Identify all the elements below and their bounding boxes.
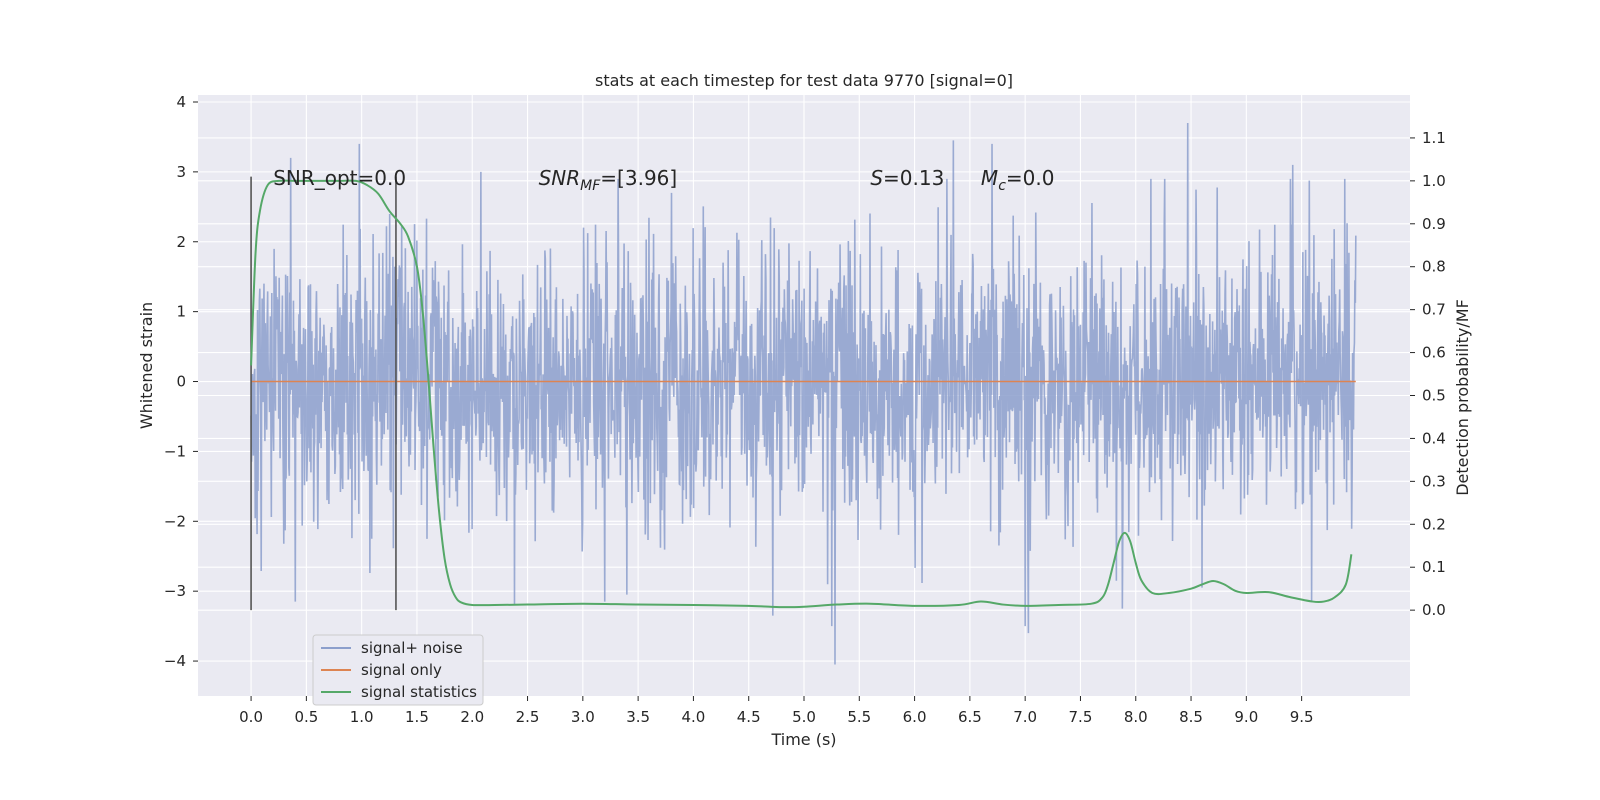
snr-mf-subscript: MF [580, 178, 601, 194]
yl-tick-label-2: −2 [164, 512, 186, 530]
x-tick-label-5: 2.5 [516, 708, 540, 726]
yl-tick-label-7: 3 [176, 163, 186, 181]
signal-plus-noise-line [250, 122, 1357, 665]
x-tick-label-9: 4.5 [737, 708, 761, 726]
yr-tick-label-0: 0.0 [1422, 601, 1446, 619]
yr-tick-label-1: 0.1 [1422, 558, 1446, 576]
x-tick-label-2: 1.0 [350, 708, 374, 726]
x-tick-label-3: 1.5 [405, 708, 429, 726]
legend-label-noise: signal+ noise [361, 639, 463, 657]
mc-symbol: M [981, 166, 998, 190]
yr-tick-label-4: 0.4 [1422, 429, 1446, 447]
yl-tick-label-5: 1 [176, 303, 186, 321]
legend-label-signal: signal only [361, 661, 442, 679]
x-axis-ticks: 0.0 0.5 1.0 1.5 2.0 2.5 3.0 3.5 4.0 4.5 5.0 5.5 6.0 6… [239, 696, 1314, 726]
annotation-s: S=0.13 [870, 166, 944, 190]
mc-value: =0.0 [1006, 166, 1055, 190]
signal-statistics-line [250, 179, 1353, 609]
annotation-mc: Mc=0.0 [981, 166, 1055, 194]
x-tick-label-7: 3.5 [626, 708, 650, 726]
vertical-markers [250, 176, 397, 611]
x-tick-label-12: 6.0 [903, 708, 927, 726]
s-symbol: S [870, 166, 883, 190]
yr-tick-label-6: 0.6 [1422, 344, 1446, 362]
x-tick-label-19: 9.5 [1290, 708, 1314, 726]
chart-title: stats at each timestep for test data 977… [595, 71, 1013, 90]
x-tick-label-18: 9.0 [1234, 708, 1258, 726]
x-axis-label: Time (s) [770, 730, 836, 749]
legend-box [312, 634, 484, 706]
left-y-axis-ticks: −4 −3 −2 −1 0 1 2 3 4 [164, 93, 198, 670]
x-tick-label-15: 7.5 [1069, 708, 1093, 726]
x-tick-label-16: 8.0 [1124, 708, 1148, 726]
x-tick-label-10: 5.0 [792, 708, 816, 726]
yl-tick-label-6: 2 [176, 233, 186, 251]
yr-tick-label-9: 0.9 [1422, 215, 1446, 233]
legend: signal+ noise signal only signal statist… [312, 634, 484, 706]
right-y-axis-ticks: 0.0 0.1 0.2 0.3 0.4 0.5 0.6 0.7 0.8 0.9 1.0 1.1 [1410, 129, 1446, 619]
yl-tick-label-4: 0 [176, 373, 186, 391]
yr-tick-label-2: 0.2 [1422, 515, 1446, 533]
legend-label-stats: signal statistics [361, 683, 477, 701]
x-tick-label-6: 3.0 [571, 708, 595, 726]
snr-mf-value: =[3.96] [600, 166, 677, 190]
x-tick-label-0: 0.0 [239, 708, 263, 726]
yr-tick-label-8: 0.8 [1422, 258, 1446, 276]
annotation-snr-opt: SNR_opt=0.0 [273, 166, 406, 190]
x-tick-label-14: 7.0 [1013, 708, 1037, 726]
yl-tick-label-0: −4 [164, 652, 186, 670]
x-tick-label-13: 6.5 [958, 708, 982, 726]
yr-tick-label-5: 0.5 [1422, 387, 1446, 405]
yl-tick-label-8: 4 [176, 93, 186, 111]
yl-tick-label-1: −3 [164, 582, 186, 600]
left-y-axis-label: Whitened strain [137, 302, 156, 429]
annotation-snr-mf: SNRMF=[3.96] [539, 166, 678, 194]
right-y-axis-label: Detection probability/MF [1453, 299, 1472, 496]
s-value: =0.13 [883, 166, 944, 190]
yl-tick-label-3: −1 [164, 442, 186, 460]
x-tick-label-1: 0.5 [294, 708, 318, 726]
x-tick-label-4: 2.0 [460, 708, 484, 726]
yr-tick-label-11: 1.1 [1422, 129, 1446, 147]
yr-tick-label-10: 1.0 [1422, 172, 1446, 190]
yr-tick-label-3: 0.3 [1422, 472, 1446, 490]
mc-subscript: c [998, 178, 1006, 194]
yr-tick-label-7: 0.7 [1422, 301, 1446, 319]
snr-mf-symbol: SNR [539, 166, 581, 190]
x-tick-label-17: 8.5 [1179, 708, 1203, 726]
x-tick-label-11: 5.5 [847, 708, 871, 726]
x-tick-label-8: 4.0 [681, 708, 705, 726]
noise-series [250, 122, 1357, 665]
